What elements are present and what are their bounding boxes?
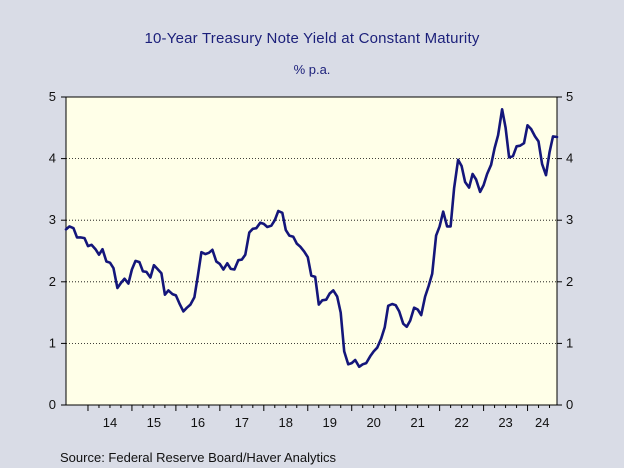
y-tick-label: 1 bbox=[49, 335, 56, 350]
x-tick-label: 21 bbox=[410, 415, 424, 430]
x-tick-label: 24 bbox=[535, 415, 549, 430]
x-tick-label: 22 bbox=[454, 415, 468, 430]
chart-subtitle: % p.a. bbox=[293, 62, 331, 77]
y-tick-label-right: 2 bbox=[566, 274, 573, 289]
x-tick-label: 15 bbox=[147, 415, 161, 430]
y-tick-label-right: 0 bbox=[566, 397, 573, 412]
x-tick-label: 20 bbox=[366, 415, 380, 430]
y-tick-label: 5 bbox=[49, 89, 56, 104]
gridlines bbox=[66, 158, 557, 344]
x-tick-label: 18 bbox=[279, 415, 293, 430]
x-tick-label: 16 bbox=[191, 415, 205, 430]
x-tick-label: 23 bbox=[498, 415, 512, 430]
y-tick-label-right: 5 bbox=[566, 89, 573, 104]
chart-title: 10-Year Treasury Note Yield at Constant … bbox=[144, 30, 480, 47]
y-tick-label-right: 1 bbox=[566, 335, 573, 350]
y-axis-right: 0 1 2 3 4 5 bbox=[557, 89, 573, 412]
y-tick-label: 3 bbox=[49, 212, 56, 227]
x-tick-label: 19 bbox=[323, 415, 337, 430]
y-tick-label: 2 bbox=[49, 274, 56, 289]
y-tick-label: 4 bbox=[49, 151, 56, 166]
plot-area bbox=[65, 96, 558, 406]
x-tick-label: 17 bbox=[235, 415, 249, 430]
series-line bbox=[64, 108, 559, 369]
source-note: Source: Federal Reserve Board/Haver Anal… bbox=[60, 450, 337, 465]
y-tick-label-right: 3 bbox=[566, 212, 573, 227]
y-axis-left: 0 1 2 3 4 5 bbox=[49, 89, 66, 412]
x-axis: 14 15 16 17 18 19 20 21 22 23 24 bbox=[87, 405, 551, 430]
y-tick-label-right: 4 bbox=[566, 151, 573, 166]
x-tick-label: 14 bbox=[103, 415, 117, 430]
y-tick-label: 0 bbox=[49, 397, 56, 412]
